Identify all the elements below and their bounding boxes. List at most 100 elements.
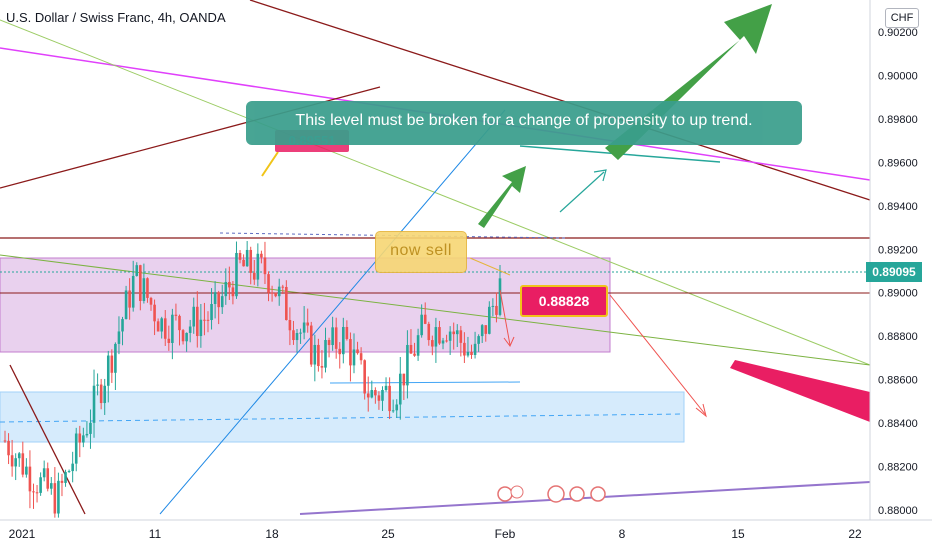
candle-body [7, 440, 10, 456]
candle-body [395, 404, 399, 411]
left-down-trend [9, 364, 86, 515]
candle-body [249, 249, 253, 273]
candle-body [174, 314, 178, 316]
candle-body [85, 433, 89, 436]
event-icon [497, 486, 513, 502]
support-zone [0, 391, 685, 443]
time-tick-label: 11 [149, 527, 162, 541]
candle-body [124, 290, 128, 320]
green-arrow-thin-head [593, 169, 607, 182]
time-axis[interactable]: 2021 11 18 25 Feb 8 15 22 [9, 527, 862, 541]
green-arrow-small [478, 166, 526, 228]
candle-body [495, 305, 498, 315]
candle-body [181, 330, 185, 342]
price-tick-label: 0.90000 [878, 70, 918, 82]
candle-body [99, 384, 103, 404]
candle-body [391, 410, 395, 412]
green-arrow-thin [559, 171, 605, 213]
candle-body [452, 331, 456, 335]
time-tick-label: 25 [381, 527, 395, 541]
candle-body [74, 433, 78, 464]
candle-body [10, 455, 14, 467]
red-target-arrow-head [695, 403, 707, 418]
candle-body [213, 292, 217, 304]
candle-body [238, 252, 242, 260]
candle-body [67, 471, 71, 473]
candle-body [135, 265, 139, 276]
candle-body [131, 275, 135, 308]
candle-body [356, 349, 359, 354]
candle-body [252, 272, 256, 280]
chart-title: U.S. Dollar / Swiss Franc, 4h, OANDA [6, 10, 226, 25]
candle-body [171, 314, 174, 343]
price-tick-label: 0.90200 [878, 27, 918, 39]
candle-body [338, 348, 342, 355]
candle-body [149, 297, 153, 305]
candle-body [491, 305, 495, 307]
candle-body [103, 385, 107, 404]
candle-body [416, 335, 420, 356]
old-label-connector [261, 151, 279, 177]
price-tick-label: 0.88800 [878, 331, 918, 343]
candle-body [220, 296, 224, 308]
candle-body [488, 306, 491, 334]
candle-body [285, 286, 288, 320]
sell-note: now sell [375, 231, 467, 273]
candle-body [49, 483, 53, 489]
event-icon [547, 485, 565, 503]
candle-body [260, 253, 263, 258]
candle-body [352, 349, 356, 366]
candle-body [192, 306, 196, 327]
price-tick-label: 0.89600 [878, 157, 918, 169]
candle-body [498, 278, 502, 315]
candle-body [377, 395, 381, 401]
time-tick-label: 15 [731, 527, 745, 541]
candle-body [441, 340, 445, 344]
candle-body [345, 326, 349, 340]
candle-body [420, 314, 423, 336]
candle-body [28, 466, 32, 492]
candle-body [142, 278, 146, 301]
time-tick-label: 8 [619, 527, 626, 541]
candle-body [217, 292, 220, 308]
candle-body [374, 390, 377, 396]
candle-body [231, 287, 235, 297]
candle-body [82, 435, 85, 443]
candle-body [455, 330, 459, 335]
low-support-line [329, 381, 521, 384]
candle-body [17, 453, 21, 459]
candle-body [331, 327, 334, 346]
candle-body [459, 330, 463, 343]
price-axis[interactable]: 0.90200 0.90000 0.89800 0.89600 0.89400 0.892… [878, 27, 918, 517]
candle-body [349, 339, 352, 366]
candle-body [484, 325, 488, 334]
price-tick-label: 0.88600 [878, 375, 918, 387]
candle-body [438, 327, 441, 344]
candle-body [160, 318, 163, 332]
candle-body [139, 265, 142, 301]
trendline-purple-bottom [299, 481, 871, 515]
candle-body [199, 319, 203, 337]
candle-body [306, 322, 309, 326]
candle-body [274, 292, 277, 297]
currency-button[interactable]: CHF [885, 8, 919, 28]
price-tick-label: 0.89800 [878, 114, 918, 126]
price-tick-label: 0.89200 [878, 244, 918, 256]
candle-body [117, 331, 121, 344]
candle-body [196, 306, 199, 337]
annotation-connector [469, 257, 511, 276]
candle-body [409, 344, 413, 354]
candle-body [71, 463, 74, 472]
candle-body [473, 343, 477, 356]
candle-body [270, 292, 274, 294]
candle-body [178, 315, 181, 331]
candle-body [128, 290, 131, 308]
candle-body [96, 384, 99, 386]
candle-body [463, 342, 466, 356]
candle-body [53, 483, 57, 514]
candle-body [480, 325, 484, 337]
time-tick-label: 2021 [9, 527, 36, 541]
candle-body [381, 390, 384, 401]
red-small-arrow [499, 289, 511, 346]
event-icons [497, 485, 606, 503]
